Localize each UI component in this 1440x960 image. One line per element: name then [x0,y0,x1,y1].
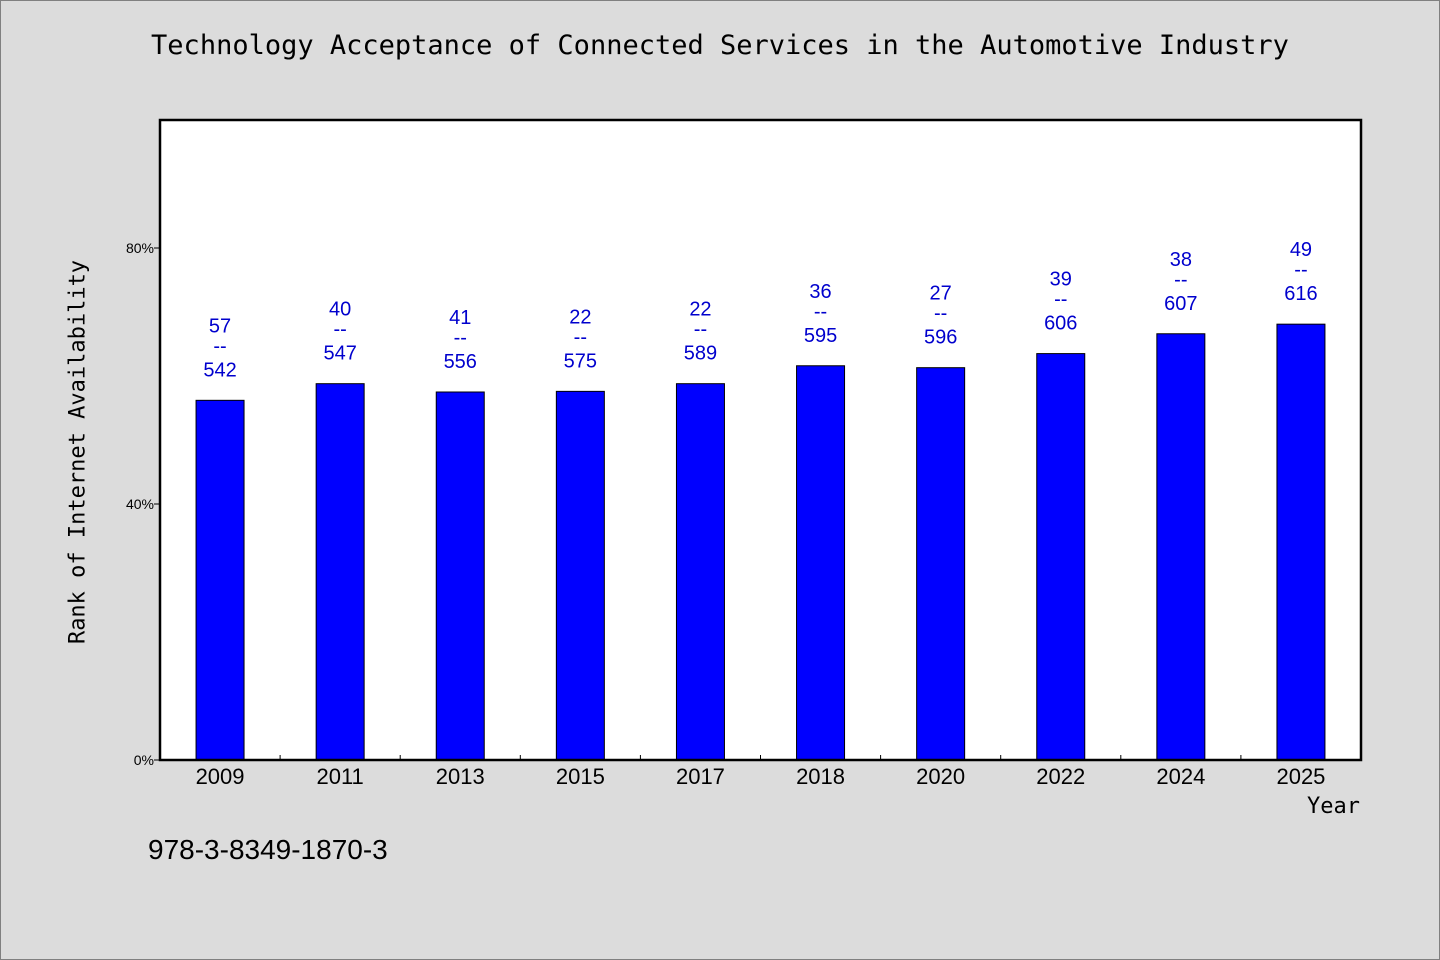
y-tick-label-0: 0% [134,752,154,768]
data-label-top-2025: 49 [1290,239,1312,261]
data-label-top-2013: 41 [449,307,471,329]
data-label-sep-2013: -- [454,327,467,349]
data-label-sep-2018: -- [814,301,827,323]
data-label-bottom-2020: 596 [924,327,957,349]
x-tick-label-2009: 2009 [196,764,245,789]
data-label-bottom-2018: 595 [804,325,837,347]
data-label-top-2022: 39 [1050,269,1072,291]
x-tick-label-2018: 2018 [796,764,845,789]
data-label-sep-2009: -- [213,335,226,357]
data-label-bottom-2009: 542 [203,359,236,381]
data-label-sep-2020: -- [934,303,947,325]
data-label-sep-2015: -- [574,326,587,348]
y-tick-label-1: 40% [126,496,154,512]
x-tick-label-2024: 2024 [1156,764,1205,789]
data-label-bottom-2011: 547 [323,343,356,365]
x-axis-label: Year [1307,794,1360,819]
x-tick-label-2025: 2025 [1276,764,1325,789]
bar-2022 [1036,353,1086,761]
x-tick-label-2022: 2022 [1036,764,1085,789]
data-label-sep-2025: -- [1294,259,1307,281]
data-label-bottom-2015: 575 [564,350,597,372]
data-label-bottom-2022: 606 [1044,313,1077,335]
bar-2013 [435,391,485,761]
data-label-bottom-2013: 556 [444,351,477,373]
bar-2017 [675,383,725,761]
y-tick-label-2: 80% [126,240,154,256]
data-label-bottom-2024: 607 [1164,293,1197,315]
x-tick-label-2015: 2015 [556,764,605,789]
x-tick-label-2020: 2020 [916,764,965,789]
bar-2011 [315,383,365,761]
bar-2020 [916,367,966,761]
data-label-sep-2022: -- [1054,289,1067,311]
chart-title: Technology Acceptance of Connected Servi… [151,30,1289,61]
x-tick-label-2011: 2011 [316,764,363,789]
data-label-sep-2017: -- [694,319,707,341]
isbn-footnote: 978-3-8349-1870-3 [148,834,388,865]
data-label-top-2020: 27 [930,283,952,305]
data-label-sep-2011: -- [333,319,346,341]
x-tick-label-2013: 2013 [436,764,485,789]
data-label-top-2024: 38 [1170,249,1192,271]
data-label-top-2015: 22 [569,306,591,328]
data-label-bottom-2025: 616 [1284,283,1317,305]
data-label-top-2017: 22 [689,299,711,321]
data-label-bottom-2017: 589 [684,343,717,365]
bar-2018 [796,365,846,761]
bar-2015 [555,390,605,761]
data-label-top-2018: 36 [809,281,831,303]
data-label-top-2011: 40 [329,299,351,321]
bar-2024 [1156,333,1206,761]
plot-border [158,118,1363,762]
data-label-top-2009: 57 [209,315,231,337]
bar-2025 [1276,323,1326,761]
data-label-sep-2024: -- [1174,269,1187,291]
x-tick-label-2017: 2017 [676,764,725,789]
bar-2009 [195,399,245,761]
